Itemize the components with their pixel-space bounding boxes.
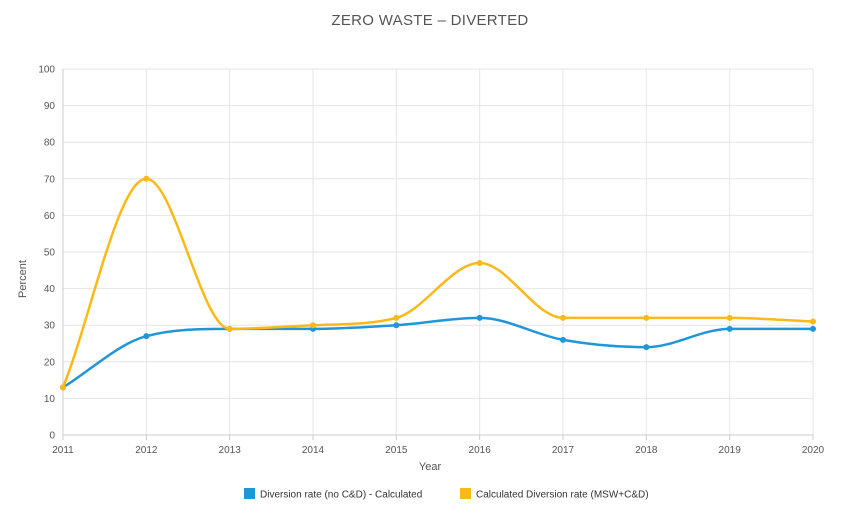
legend[interactable]: Diversion rate (no C&D) - Calculated Calc… [244,488,649,501]
data-point[interactable] [393,322,400,329]
legend-label: Calculated Diversion rate (MSW+C&D) [476,490,649,501]
series-1 [60,314,816,391]
y-tick-label: 40 [44,284,56,295]
data-point[interactable] [476,314,483,321]
x-tick-label: 2020 [802,445,825,456]
data-point[interactable] [476,259,483,266]
y-axis-label: Percent [17,260,29,298]
x-tick-label: 2012 [135,445,158,456]
x-tick-label: 2015 [385,445,408,456]
y-tick-label: 50 [44,248,56,259]
y-tick-label: 30 [44,321,56,332]
x-tick-label: 2014 [302,445,325,456]
legend-item[interactable]: Diversion rate (no C&D) - Calculated [244,488,422,501]
y-tick-label: 80 [44,138,56,149]
legend-item[interactable]: Calculated Diversion rate (MSW+C&D) [460,488,649,501]
y-tick-label: 100 [38,65,55,76]
y-tick-label: 90 [44,101,56,112]
x-tick-label: 2019 [719,445,742,456]
chart-title: ZERO WASTE – DIVERTED [331,12,528,29]
data-point[interactable] [393,314,400,321]
data-point[interactable] [643,344,650,351]
data-point[interactable] [726,314,733,321]
y-axis-ticks: 0 10 20 30 40 50 60 70 80 90 100 [38,65,55,442]
data-point[interactable] [810,318,816,325]
series-line [61,316,815,389]
y-tick-label: 70 [44,174,56,185]
legend-swatch [244,488,255,499]
data-point[interactable] [310,322,316,329]
series-2 [60,175,816,391]
data-point[interactable] [643,314,650,321]
x-tick-label: 2017 [552,445,575,456]
y-tick-label: 10 [44,394,56,405]
data-point[interactable] [226,325,233,332]
x-axis-label: Year [419,461,442,473]
x-tick-label: 2011 [52,445,74,456]
x-tick-label: 2016 [469,445,492,456]
y-tick-label: 60 [44,211,56,222]
data-point[interactable] [560,314,566,321]
legend-label: Diversion rate (no C&D) - Calculated [260,490,422,501]
data-point[interactable] [143,175,150,182]
y-tick-label: 0 [49,431,55,442]
legend-swatch [460,488,471,499]
y-tick-label: 20 [44,357,56,368]
series [60,175,816,391]
data-point[interactable] [726,325,733,332]
grid [62,68,814,440]
x-tick-label: 2018 [635,445,658,456]
x-axis-ticks: 2011 2012 2013 2014 2015 2016 2017 2018 2019 2020 [52,445,824,456]
data-point[interactable] [560,336,566,343]
data-point[interactable] [143,333,150,340]
data-point[interactable] [60,384,66,391]
series-line [61,177,815,389]
data-point[interactable] [810,325,816,332]
x-tick-label: 2013 [219,445,242,456]
